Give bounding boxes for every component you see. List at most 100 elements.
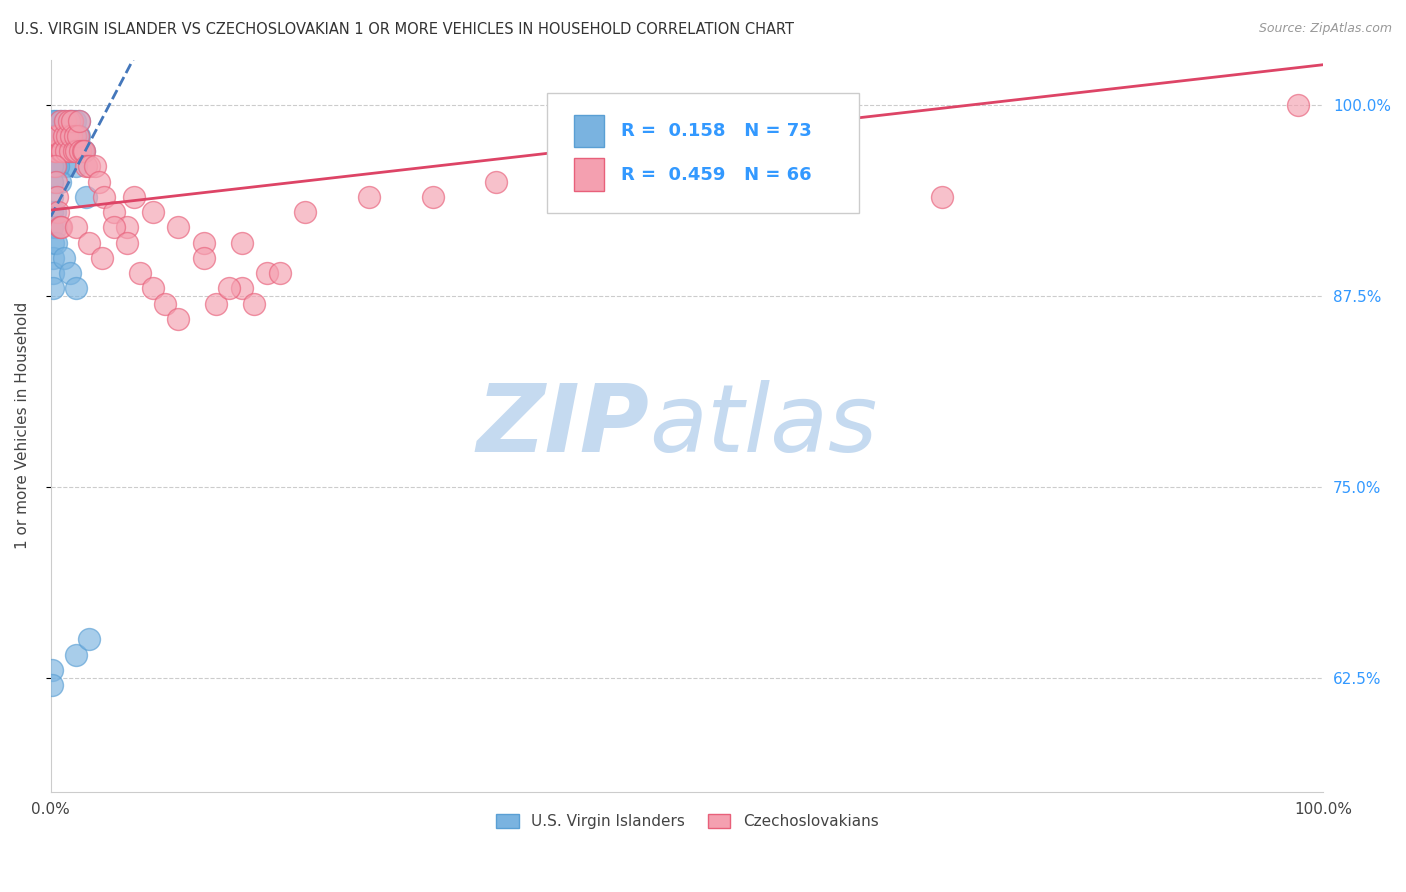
Point	[41, 220, 63, 235]
Point	[115, 220, 138, 235]
Point	[73, 144, 96, 158]
Point	[45, 128, 67, 143]
Point	[46, 128, 69, 143]
Point	[44, 144, 66, 158]
Point	[256, 266, 278, 280]
Point	[46, 113, 69, 128]
Point	[51, 144, 73, 158]
Point	[73, 144, 96, 158]
Point	[357, 190, 380, 204]
Point	[62, 128, 84, 143]
Point	[231, 281, 253, 295]
Point	[52, 128, 75, 143]
Point	[77, 632, 100, 647]
Point	[45, 144, 67, 158]
Point	[72, 144, 94, 158]
Point	[56, 128, 79, 143]
Point	[42, 281, 65, 295]
Point	[193, 251, 215, 265]
Point	[49, 128, 72, 143]
Point	[45, 175, 67, 189]
Point	[45, 235, 67, 250]
Point	[142, 281, 165, 295]
Point	[205, 296, 228, 310]
Point	[62, 144, 84, 158]
Point	[52, 251, 75, 265]
Point	[62, 128, 84, 143]
Point	[41, 160, 63, 174]
Point	[243, 296, 266, 310]
Point	[53, 113, 76, 128]
Point	[44, 144, 66, 158]
Point	[63, 128, 86, 143]
Point	[115, 235, 138, 250]
Point	[42, 266, 65, 280]
Point	[63, 113, 86, 128]
Point	[62, 144, 84, 158]
Text: Source: ZipAtlas.com: Source: ZipAtlas.com	[1258, 22, 1392, 36]
Point	[422, 190, 444, 204]
Point	[803, 175, 825, 189]
Point	[46, 190, 69, 204]
Point	[41, 205, 63, 219]
Point	[155, 296, 177, 310]
Point	[45, 160, 67, 174]
Point	[48, 220, 70, 235]
Point	[59, 128, 82, 143]
Point	[72, 144, 94, 158]
Point	[84, 160, 107, 174]
Point	[63, 128, 86, 143]
Point	[67, 113, 90, 128]
Point	[41, 678, 63, 692]
Point	[41, 190, 63, 204]
Point	[67, 128, 90, 143]
Point	[58, 128, 80, 143]
Point	[931, 190, 953, 204]
Point	[51, 128, 73, 143]
Point	[49, 144, 72, 158]
Text: R =  0.158   N = 73: R = 0.158 N = 73	[621, 121, 811, 140]
Point	[46, 144, 69, 158]
Point	[52, 128, 75, 143]
Point	[122, 190, 145, 204]
Point	[89, 175, 111, 189]
Point	[41, 663, 63, 677]
Point	[66, 128, 89, 143]
Text: atlas: atlas	[650, 380, 877, 471]
Point	[55, 144, 77, 158]
Point	[48, 160, 70, 174]
Point	[66, 144, 89, 158]
FancyBboxPatch shape	[574, 159, 605, 191]
Point	[65, 648, 87, 662]
Point	[1286, 98, 1309, 112]
Point	[58, 144, 80, 158]
Point	[65, 144, 87, 158]
Point	[44, 128, 66, 143]
Point	[66, 128, 89, 143]
Point	[55, 128, 77, 143]
Point	[62, 144, 84, 158]
Y-axis label: 1 or more Vehicles in Household: 1 or more Vehicles in Household	[15, 302, 30, 549]
Point	[218, 281, 240, 295]
Text: ZIP: ZIP	[477, 380, 650, 472]
Point	[48, 175, 70, 189]
Point	[676, 160, 699, 174]
Point	[65, 160, 87, 174]
Point	[167, 312, 190, 326]
Point	[41, 175, 63, 189]
Point	[51, 144, 73, 158]
Point	[103, 220, 125, 235]
Point	[69, 144, 91, 158]
Point	[59, 266, 82, 280]
Point	[65, 144, 87, 158]
Point	[56, 144, 79, 158]
Point	[129, 266, 152, 280]
Point	[65, 281, 87, 295]
Point	[93, 190, 115, 204]
Point	[60, 128, 83, 143]
Point	[77, 160, 100, 174]
FancyBboxPatch shape	[547, 93, 859, 213]
Point	[42, 160, 65, 174]
Point	[44, 113, 66, 128]
Point	[294, 205, 316, 219]
